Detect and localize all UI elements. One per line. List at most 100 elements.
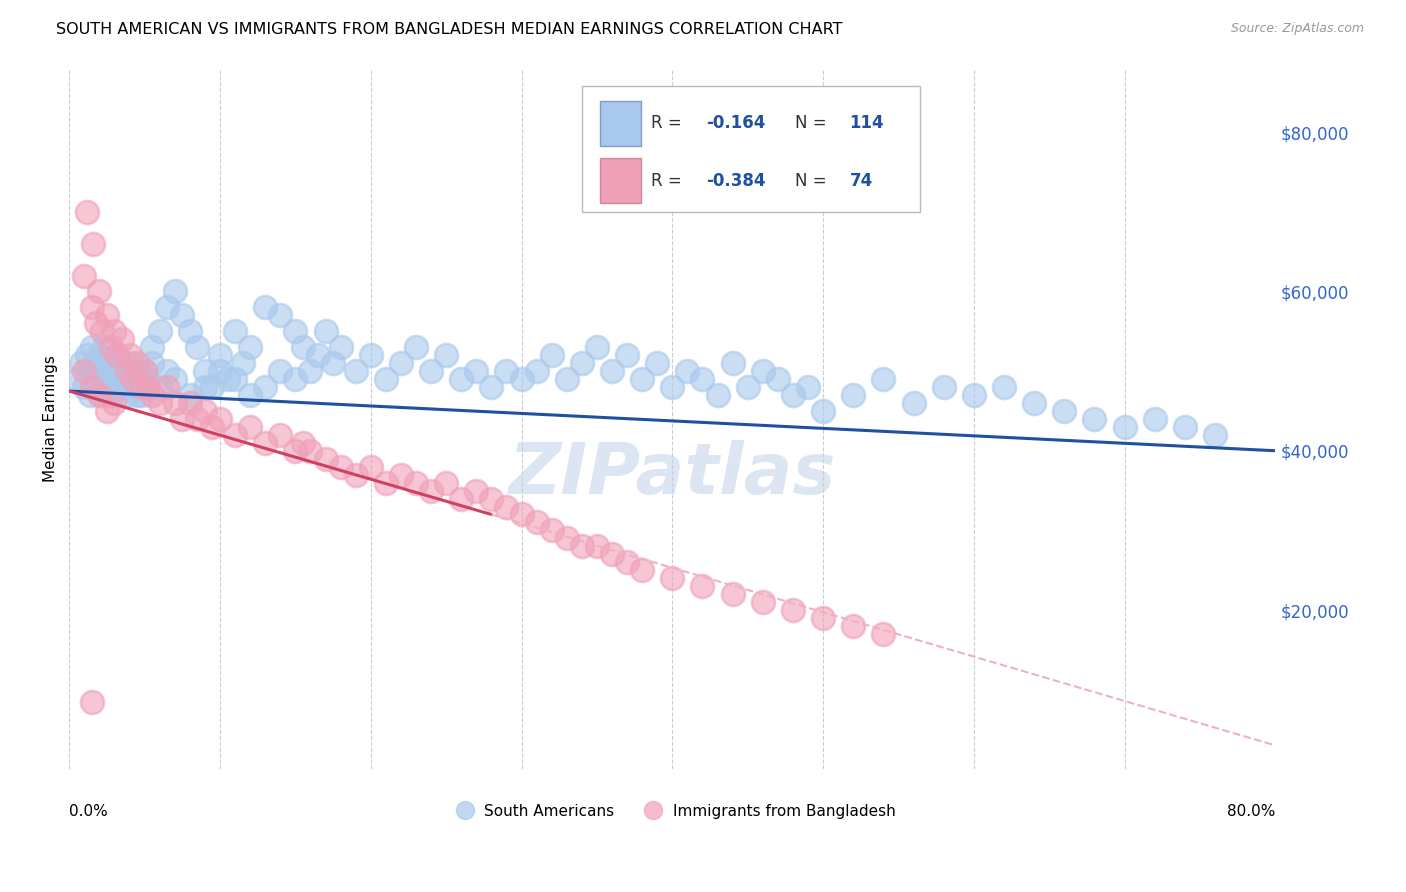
Point <box>149 324 172 338</box>
Point <box>91 324 114 338</box>
Point <box>269 309 291 323</box>
Point <box>284 443 307 458</box>
Point <box>118 348 141 362</box>
Point <box>97 372 120 386</box>
Point <box>103 396 125 410</box>
Point <box>721 587 744 601</box>
Point <box>450 372 472 386</box>
Point <box>307 348 329 362</box>
Text: 80.0%: 80.0% <box>1227 805 1275 820</box>
Point <box>510 508 533 522</box>
Point <box>510 372 533 386</box>
Point <box>434 348 457 362</box>
Point <box>555 372 578 386</box>
Point <box>434 475 457 490</box>
Point <box>90 388 112 402</box>
Point <box>751 595 773 609</box>
Point <box>70 356 93 370</box>
Point <box>811 611 834 625</box>
Point <box>232 356 254 370</box>
Point <box>420 364 443 378</box>
Point <box>89 348 111 362</box>
Point <box>676 364 699 378</box>
Point <box>110 364 132 378</box>
Point <box>1083 412 1105 426</box>
Point <box>872 627 894 641</box>
Point <box>344 467 367 482</box>
Point <box>299 364 322 378</box>
Point <box>631 372 654 386</box>
Point <box>872 372 894 386</box>
Point <box>721 356 744 370</box>
Point <box>661 380 683 394</box>
Point <box>208 348 231 362</box>
Point <box>194 380 217 394</box>
Point <box>89 388 111 402</box>
Point <box>80 340 103 354</box>
Point <box>179 388 201 402</box>
Point <box>186 412 208 426</box>
Point <box>600 364 623 378</box>
Point <box>751 364 773 378</box>
Point <box>89 364 111 378</box>
Point <box>201 420 224 434</box>
Point <box>131 380 153 394</box>
Point <box>103 324 125 338</box>
Point <box>291 340 314 354</box>
Point <box>374 475 396 490</box>
Point <box>465 483 488 498</box>
Text: N =: N = <box>796 114 832 132</box>
Point <box>141 388 163 402</box>
Point <box>128 372 150 386</box>
Point <box>616 348 638 362</box>
Point <box>76 348 98 362</box>
Point <box>121 380 143 394</box>
Point <box>96 388 118 402</box>
Point <box>125 356 148 370</box>
Point <box>124 364 146 378</box>
Point <box>96 309 118 323</box>
Text: 74: 74 <box>849 171 873 190</box>
Point <box>156 380 179 394</box>
Point <box>555 532 578 546</box>
Point <box>86 380 108 394</box>
Point <box>86 317 108 331</box>
Point <box>322 356 344 370</box>
Point <box>405 340 427 354</box>
Point <box>82 236 104 251</box>
Point <box>1114 420 1136 434</box>
Point <box>121 372 143 386</box>
Point <box>526 516 548 530</box>
Point <box>993 380 1015 394</box>
Point <box>495 500 517 514</box>
Text: -0.164: -0.164 <box>706 114 765 132</box>
Point <box>98 364 121 378</box>
Point <box>1204 427 1226 442</box>
Point <box>172 309 194 323</box>
Point <box>103 372 125 386</box>
Point <box>201 380 224 394</box>
Point <box>479 491 502 506</box>
Point <box>479 380 502 394</box>
Point <box>526 364 548 378</box>
Point <box>284 372 307 386</box>
Point <box>111 332 134 346</box>
Point <box>269 364 291 378</box>
Point <box>111 380 134 394</box>
Point <box>254 435 277 450</box>
Point <box>208 364 231 378</box>
Point <box>737 380 759 394</box>
Point <box>692 579 714 593</box>
Point <box>77 364 100 378</box>
Point <box>100 340 122 354</box>
Point <box>134 372 156 386</box>
Point <box>766 372 789 386</box>
Point <box>239 420 262 434</box>
Text: 114: 114 <box>849 114 884 132</box>
Point <box>186 340 208 354</box>
Point <box>645 356 668 370</box>
Point <box>89 285 111 299</box>
Point <box>254 380 277 394</box>
Point <box>1174 420 1197 434</box>
Point <box>932 380 955 394</box>
